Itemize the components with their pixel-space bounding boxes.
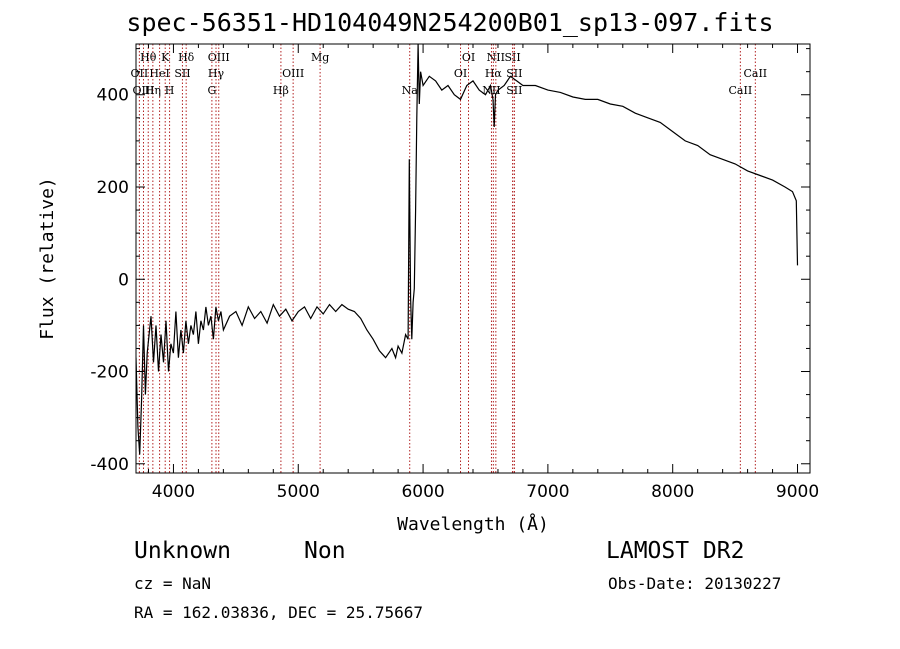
spectral-line-label: SII <box>506 84 522 97</box>
spectral-line-label: NII <box>487 51 505 64</box>
spectral-line-label: Hγ <box>208 67 225 80</box>
x-tick-label: 5000 <box>277 482 320 502</box>
spectral-line-label: OI <box>454 67 467 80</box>
y-axis-title: Flux (relative) <box>37 177 58 340</box>
y-tick-label: 400 <box>97 86 129 106</box>
x-axis-title: Wavelength (Å) <box>397 513 549 535</box>
spectral-line-label: G <box>207 84 216 97</box>
plot-frame <box>135 43 811 474</box>
survey-name: LAMOST DR2 <box>606 538 745 564</box>
y-tick-label: -200 <box>90 363 129 383</box>
spectral-line-label: OIII <box>132 84 154 97</box>
spectral-line-label: Hδ <box>178 51 195 64</box>
x-tick-label: 8000 <box>651 482 694 502</box>
spectral-line-label: OII <box>131 67 149 80</box>
y-tick-label: 200 <box>97 178 129 198</box>
spectral-line-label: SII <box>504 51 520 64</box>
redshift-readout: cz = NaN <box>134 574 212 593</box>
spectral-line-label: OIII <box>282 67 304 80</box>
spectral-line-label: HeI <box>149 67 169 80</box>
x-tick-label: 9000 <box>776 482 819 502</box>
spectral-line-label: SII <box>174 67 190 80</box>
y-tick-label: 0 <box>118 270 129 290</box>
y-tick-label: -400 <box>90 455 129 475</box>
spectral-line-label: OIII <box>208 51 230 64</box>
spectral-line-label: Hθ <box>140 51 157 64</box>
observation-date: Obs-Date: 20130227 <box>608 574 782 593</box>
spectral-line-label: K <box>161 51 170 64</box>
spectral-line-label: CaII <box>729 84 753 97</box>
spectral-line-label: Hβ <box>273 84 289 97</box>
x-tick-label: 4000 <box>152 482 195 502</box>
spectral-line-label: Hη <box>145 84 161 97</box>
spectral-line-label: CaII <box>743 67 767 80</box>
object-class: Unknown <box>134 538 231 564</box>
x-tick-label: 7000 <box>526 482 569 502</box>
spectral-line-label: H <box>165 84 175 97</box>
chart-title: spec-56351-HD104049N254200B01_sp13-097.f… <box>126 8 774 37</box>
spectrum-line <box>136 44 799 455</box>
spectral-line-label: Na <box>402 84 419 97</box>
x-tick-label: 6000 <box>401 482 444 502</box>
spectral-line-label: Mg <box>311 51 329 64</box>
spectral-line-label: OI <box>462 51 475 64</box>
coordinates-readout: RA = 162.03836, DEC = 25.75667 <box>134 603 423 622</box>
spectral-line-label: Hα <box>485 67 503 80</box>
object-subclass: Non <box>304 538 346 564</box>
